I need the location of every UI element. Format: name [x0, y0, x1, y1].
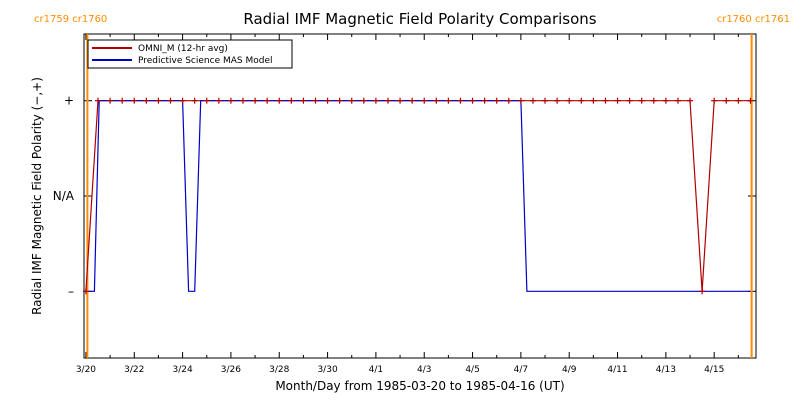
omni-data-point [191, 97, 198, 104]
omni-data-point [288, 97, 295, 104]
omni-data-point [276, 97, 283, 104]
omni-data-point [493, 97, 500, 104]
x-tick-label: 4/3 [417, 365, 431, 375]
omni-data-point [252, 97, 259, 104]
x-axis-label: Month/Day from 1985-03-20 to 1985-04-16 … [275, 379, 564, 393]
omni-data-point [554, 97, 561, 104]
omni-data-point [626, 97, 633, 104]
omni-data-point [711, 97, 718, 104]
x-tick-label: 4/11 [607, 365, 627, 375]
omni-data-point [300, 97, 307, 104]
omni-data-point [542, 97, 549, 104]
x-tick-label: 3/20 [76, 365, 96, 375]
x-tick-label: 4/7 [514, 365, 528, 375]
omni-data-point [433, 97, 440, 104]
omni-data-point [674, 97, 681, 104]
legend-box [87, 39, 293, 69]
x-tick-label: 4/9 [562, 365, 577, 375]
x-tick-label: 4/1 [369, 365, 383, 375]
omni-data-point [457, 97, 464, 104]
x-tick-label: 4/15 [704, 365, 724, 375]
x-tick-label: 3/30 [317, 365, 337, 375]
omni-data-point [119, 97, 126, 104]
carrington-label: cr1760 cr1761 [717, 14, 790, 25]
omni-data-point [372, 97, 379, 104]
omni-data-point [747, 97, 754, 104]
omni-data-point [215, 97, 222, 104]
omni-data-point [324, 97, 331, 104]
omni-data-point [638, 97, 645, 104]
omni-data-point [590, 97, 597, 104]
x-tick-label: 4/13 [656, 365, 676, 375]
omni-data-point [529, 97, 536, 104]
x-tick-label: 4/5 [465, 365, 479, 375]
omni-data-point [239, 97, 246, 104]
y-tick-label: + [64, 94, 74, 108]
omni-data-point [167, 97, 174, 104]
omni-data-point [445, 97, 452, 104]
omni-data-point [336, 97, 343, 104]
x-tick-label: 3/28 [269, 365, 289, 375]
carrington-label: cr1759 cr1760 [34, 14, 107, 25]
plot-frame [83, 33, 757, 359]
omni-data-point [723, 97, 730, 104]
omni-data-point [227, 97, 234, 104]
omni-data-point [662, 97, 669, 104]
omni-data-point [505, 97, 512, 104]
legend: OMNI_M (12-hr avg) Predictive Science MAS… [87, 39, 293, 69]
omni-data-point [131, 97, 138, 104]
omni-data-point [578, 97, 585, 104]
omni-data-point [360, 97, 367, 104]
omni-data-point [384, 97, 391, 104]
series-line-mas-model [88, 100, 751, 292]
y-tick-label: – [68, 284, 74, 298]
omni-data-point [95, 97, 102, 104]
omni-data-point [155, 97, 162, 104]
x-tick-label: 3/24 [172, 365, 192, 375]
x-tick-label: 3/26 [221, 365, 241, 375]
legend-label: Predictive Science MAS Model [138, 56, 273, 66]
omni-data-point [469, 97, 476, 104]
omni-data-point [312, 97, 319, 104]
omni-data-point [143, 97, 150, 104]
omni-data-point [82, 288, 89, 295]
chart-title: Radial IMF Magnetic Field Polarity Compa… [243, 10, 596, 28]
x-tick-label: 3/22 [124, 365, 144, 375]
legend-label: OMNI_M (12-hr avg) [138, 44, 228, 54]
omni-data-point [481, 97, 488, 104]
omni-data-point [421, 97, 428, 104]
omni-data-point [107, 97, 114, 104]
omni-data-point [179, 97, 186, 104]
omni-data-point [602, 97, 609, 104]
omni-data-point [517, 97, 524, 104]
omni-data-point [348, 97, 355, 104]
y-axis-label: Radial IMF Magnetic Field Polarity (−,+) [30, 77, 44, 315]
omni-data-point [203, 97, 210, 104]
omni-data-point [264, 97, 271, 104]
y-tick-label: N/A [53, 189, 75, 203]
omni-data-point [566, 97, 573, 104]
omni-data-point [650, 97, 657, 104]
omni-data-point [687, 97, 694, 104]
omni-data-point [409, 97, 416, 104]
omni-data-point [614, 97, 621, 104]
omni-data-point [397, 97, 404, 104]
omni-data-point [699, 288, 706, 295]
omni-data-point [735, 97, 742, 104]
